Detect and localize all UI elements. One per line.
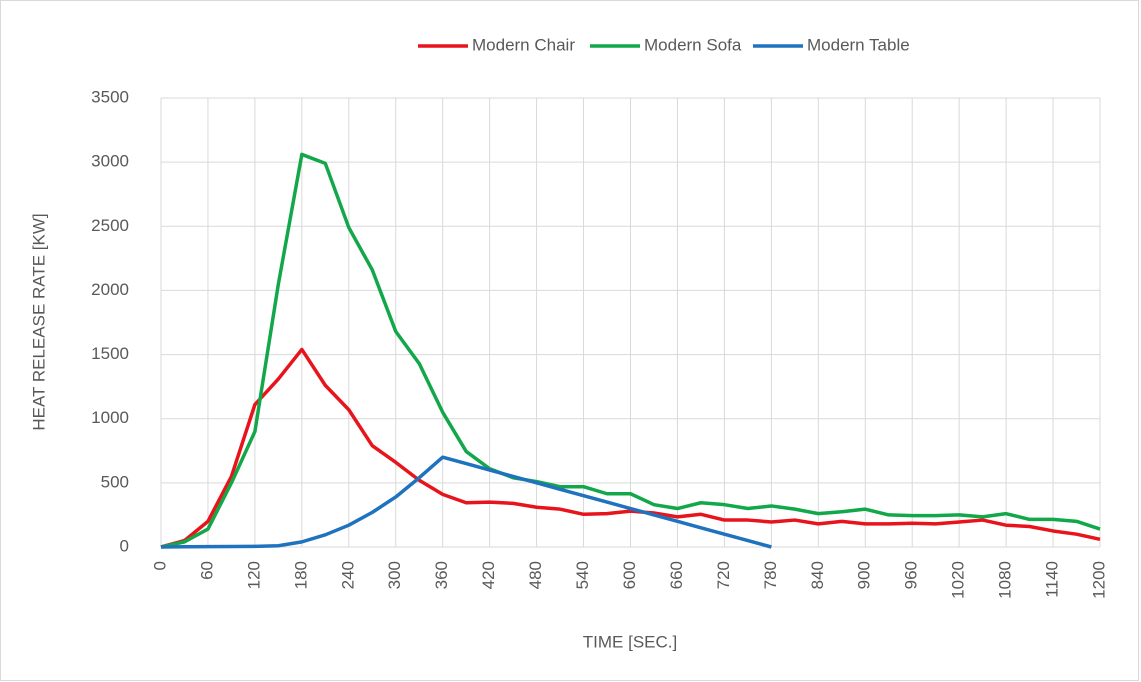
y-tick-label: 2000 [91, 280, 129, 299]
x-tick-label: 720 [714, 561, 733, 589]
x-tick-label: 960 [902, 561, 921, 589]
x-tick-label: 1200 [1089, 561, 1108, 599]
legend-label: Modern Chair [472, 35, 575, 54]
legend-label: Modern Table [807, 35, 910, 54]
y-tick-label: 500 [101, 472, 129, 491]
line-series [160, 455, 772, 549]
y-tick-label: 1000 [91, 408, 129, 427]
y-axis-label: HEAT RELEASE RATE [KW] [29, 213, 48, 430]
x-tick-label: 0 [150, 561, 169, 570]
y-tick-label: 0 [120, 536, 129, 555]
x-tick-label: 120 [244, 561, 263, 589]
x-tick-label: 1020 [949, 561, 968, 599]
y-tick-label: 1500 [91, 344, 129, 363]
x-tick-label: 600 [620, 561, 639, 589]
legend-label: Modern Sofa [644, 35, 742, 54]
line-series [160, 347, 1101, 549]
x-tick-label: 900 [855, 561, 874, 589]
x-tick-label: 1080 [996, 561, 1015, 599]
x-tick-label: 540 [573, 561, 592, 589]
x-tick-label: 60 [197, 561, 216, 580]
y-tick-label: 2500 [91, 216, 129, 235]
x-axis-label: TIME [SEC.] [583, 632, 677, 651]
x-tick-label: 180 [291, 561, 310, 589]
x-tick-label: 840 [808, 561, 827, 589]
y-tick-label: 3000 [91, 152, 129, 171]
x-tick-label: 360 [432, 561, 451, 589]
x-tick-label: 780 [761, 561, 780, 589]
y-tick-label: 3500 [91, 87, 129, 106]
x-tick-label: 660 [667, 561, 686, 589]
x-tick-label: 1140 [1043, 561, 1062, 598]
x-tick-label: 480 [526, 561, 545, 589]
x-tick-label: 300 [385, 561, 404, 589]
line-series [160, 152, 1101, 549]
x-tick-label: 240 [338, 561, 357, 589]
x-tick-label: 420 [479, 561, 498, 589]
